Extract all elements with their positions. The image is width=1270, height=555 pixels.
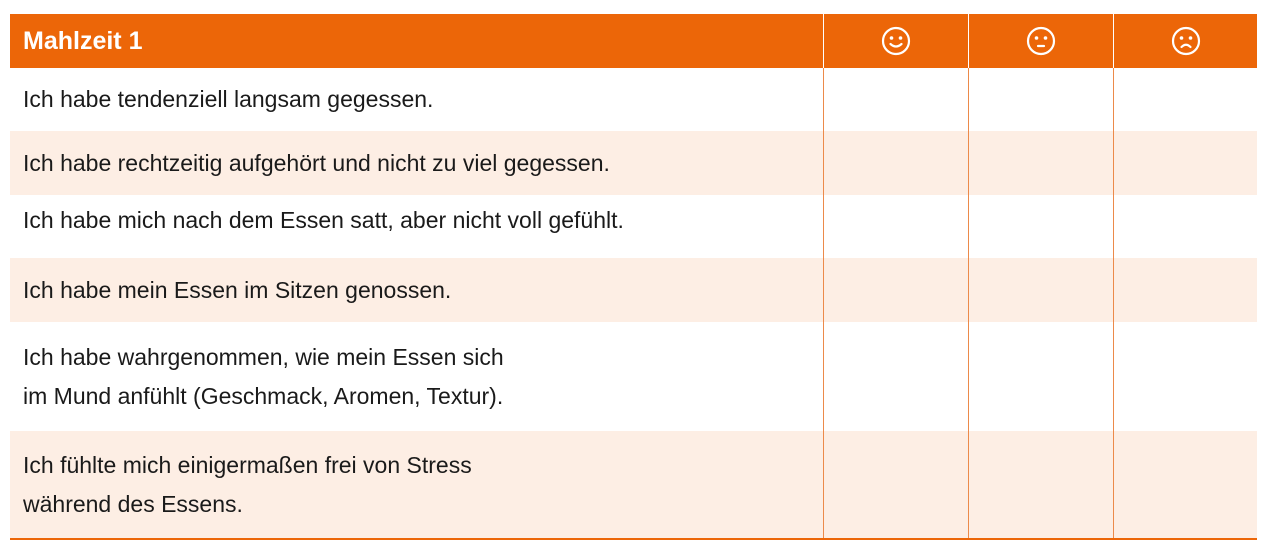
smiley-sad-icon <box>1171 26 1200 56</box>
table-row: Ich habe tendenziell langsam gegessen. <box>10 68 1257 131</box>
smiley-happy-icon <box>881 26 911 56</box>
statement-line: im Mund anfühlt (Geschmack, Aromen, Text… <box>23 382 504 409</box>
rating-cell-neutral[interactable] <box>968 68 1113 131</box>
statement: Ich habe mein Essen im Sitzen genossen. <box>23 276 452 303</box>
rating-cell-sad[interactable] <box>1113 258 1257 322</box>
table-bottom-border <box>10 538 1257 540</box>
table-row: Ich habe rechtzeitig aufgehört und nicht… <box>10 131 1257 195</box>
rating-cell-sad[interactable] <box>1113 131 1257 195</box>
meal-rating-table: Mahlzeit 1 Ich habe tendenziell langsam … <box>10 14 1257 540</box>
statement-line: Ich fühlte mich einigermaßen frei von St… <box>23 451 472 478</box>
column-sad <box>1113 14 1257 68</box>
table-row: Ich fühlte mich einigermaßen frei von St… <box>10 431 1257 538</box>
statement: Ich habe mich nach dem Essen satt, aber … <box>23 207 624 233</box>
rating-cell-happy[interactable] <box>823 431 968 538</box>
statement: Ich habe wahrgenommen, wie mein Essen si… <box>10 322 823 431</box>
table-row: Ich habe mein Essen im Sitzen genossen. <box>10 258 1257 322</box>
column-neutral <box>968 14 1113 68</box>
rating-cell-happy[interactable] <box>823 258 968 322</box>
smiley-neutral-icon <box>1026 26 1056 56</box>
table-row: Ich habe mich nach dem Essen satt, aber … <box>10 195 1257 258</box>
statement: Ich habe tendenziell langsam gegessen. <box>23 86 434 112</box>
table-row: Ich habe wahrgenommen, wie mein Essen si… <box>10 322 1257 431</box>
rating-cell-neutral[interactable] <box>968 195 1113 258</box>
rating-cell-sad[interactable] <box>1113 431 1257 538</box>
rating-cell-neutral[interactable] <box>968 258 1113 322</box>
statement-line: Ich habe wahrgenommen, wie mein Essen si… <box>23 343 504 370</box>
rating-cell-neutral[interactable] <box>968 431 1113 538</box>
statement-line: während des Essens. <box>23 490 243 517</box>
rating-cell-happy[interactable] <box>823 322 968 431</box>
rating-cell-happy[interactable] <box>823 131 968 195</box>
rating-cell-sad[interactable] <box>1113 195 1257 258</box>
column-happy <box>823 14 968 68</box>
rating-cell-sad[interactable] <box>1113 68 1257 131</box>
rating-cell-neutral[interactable] <box>968 131 1113 195</box>
table-title: Mahlzeit 1 <box>23 26 143 55</box>
rating-cell-happy[interactable] <box>823 68 968 131</box>
rating-cell-neutral[interactable] <box>968 322 1113 431</box>
statement: Ich fühlte mich einigermaßen frei von St… <box>10 431 823 538</box>
statement: Ich habe rechtzeitig aufgehört und nicht… <box>23 149 610 176</box>
table-header: Mahlzeit 1 <box>10 14 1257 68</box>
rating-cell-happy[interactable] <box>823 195 968 258</box>
rating-cell-sad[interactable] <box>1113 322 1257 431</box>
